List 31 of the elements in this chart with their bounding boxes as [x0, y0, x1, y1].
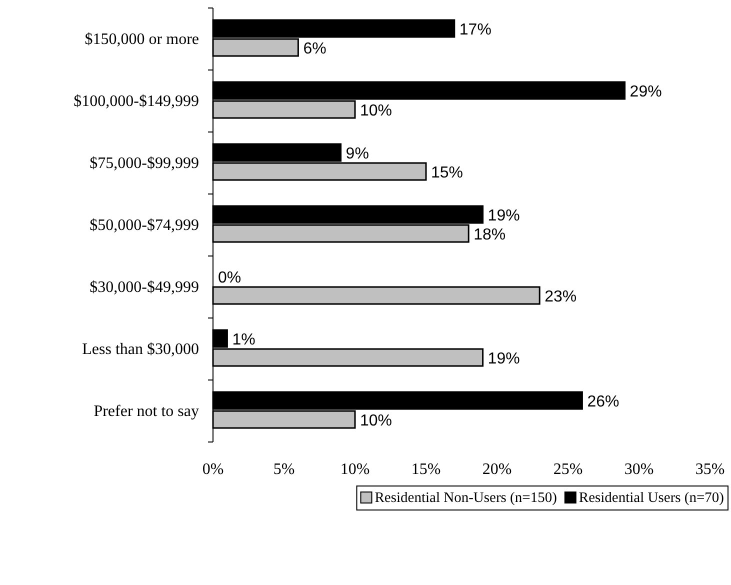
data-label: 18% — [474, 226, 506, 244]
y-tick-label: $30,000-$49,999 — [90, 279, 199, 296]
data-label: 19% — [488, 350, 520, 368]
data-label: 1% — [232, 332, 256, 348]
data-label: 29% — [630, 84, 662, 100]
data-label: 15% — [431, 164, 464, 182]
data-label: 10% — [360, 412, 392, 430]
data-label: 6% — [303, 40, 326, 58]
y-tick-label: $150,000 or more — [84, 31, 199, 48]
x-tick-label: 30% — [624, 461, 654, 478]
y-tick-label: Less than $30,000 — [82, 341, 199, 358]
x-tick-label: 15% — [411, 461, 441, 478]
data-label: 9% — [346, 146, 369, 162]
y-tick-label: $50,000-$74,999 — [90, 217, 199, 234]
legend-label: Residential Non-Users (n=150) — [374, 490, 558, 506]
data-label: 26% — [587, 394, 620, 410]
y-tick-label: $75,000-$99,999 — [90, 155, 199, 172]
y-tick-label: $100,000-$149,999 — [74, 93, 199, 110]
x-tick-label: 0% — [202, 461, 224, 478]
x-tick-label: 20% — [482, 461, 512, 478]
data-label: 19% — [488, 208, 520, 224]
data-label: 0% — [218, 270, 242, 286]
x-tick-label: 25% — [553, 461, 583, 478]
data-label: 17% — [459, 22, 492, 38]
data-label: 10% — [360, 102, 392, 120]
x-tick-label: 5% — [273, 461, 295, 478]
y-tick-label: Prefer not to say — [94, 403, 199, 420]
legend-label: Residential Users (n=70) — [578, 490, 724, 506]
x-tick-label: 10% — [340, 461, 370, 478]
x-tick-label: 35% — [695, 461, 725, 478]
data-label: 23% — [544, 288, 577, 306]
